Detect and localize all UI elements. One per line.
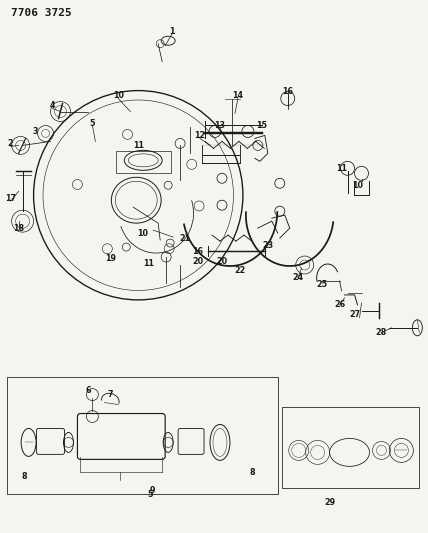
Text: 25: 25	[316, 280, 327, 289]
Text: 9: 9	[149, 486, 155, 495]
Text: 22: 22	[234, 266, 246, 276]
Text: 16: 16	[193, 247, 204, 255]
Text: 10: 10	[113, 91, 124, 100]
Bar	[7, 377, 278, 494]
Text: 7706 3725: 7706 3725	[11, 8, 71, 18]
Text: 23: 23	[262, 240, 273, 249]
Text: 11: 11	[336, 164, 347, 173]
Text: 20: 20	[193, 256, 204, 265]
Text: 17: 17	[5, 193, 16, 203]
Text: 11: 11	[133, 141, 144, 150]
Text: 16: 16	[282, 87, 293, 96]
Text: 20: 20	[217, 256, 228, 265]
Text: 5: 5	[89, 119, 95, 128]
Text: 7: 7	[107, 390, 113, 399]
Bar	[282, 407, 419, 488]
Text: 27: 27	[349, 310, 360, 319]
Text: 19: 19	[105, 254, 116, 263]
Text: 4: 4	[50, 101, 55, 110]
Text: 14: 14	[232, 91, 244, 100]
Text: 13: 13	[214, 121, 226, 130]
Text: 10: 10	[352, 181, 363, 190]
Text: 6: 6	[86, 386, 91, 395]
Text: 5: 5	[148, 490, 153, 499]
Text: 3: 3	[33, 127, 39, 136]
Text: 29: 29	[324, 498, 335, 507]
Text: 24: 24	[292, 273, 303, 282]
Text: 10: 10	[137, 229, 148, 238]
Text: 1: 1	[169, 27, 175, 36]
Text: 11: 11	[143, 259, 154, 268]
Text: 26: 26	[334, 301, 345, 309]
Text: 2: 2	[8, 139, 13, 148]
Text: 8: 8	[22, 472, 27, 481]
Text: 28: 28	[376, 328, 387, 337]
Text: 12: 12	[194, 131, 205, 140]
Text: 21: 21	[179, 233, 190, 243]
Text: 15: 15	[256, 121, 268, 130]
Text: 18: 18	[13, 224, 24, 232]
Text: 8: 8	[249, 468, 255, 477]
